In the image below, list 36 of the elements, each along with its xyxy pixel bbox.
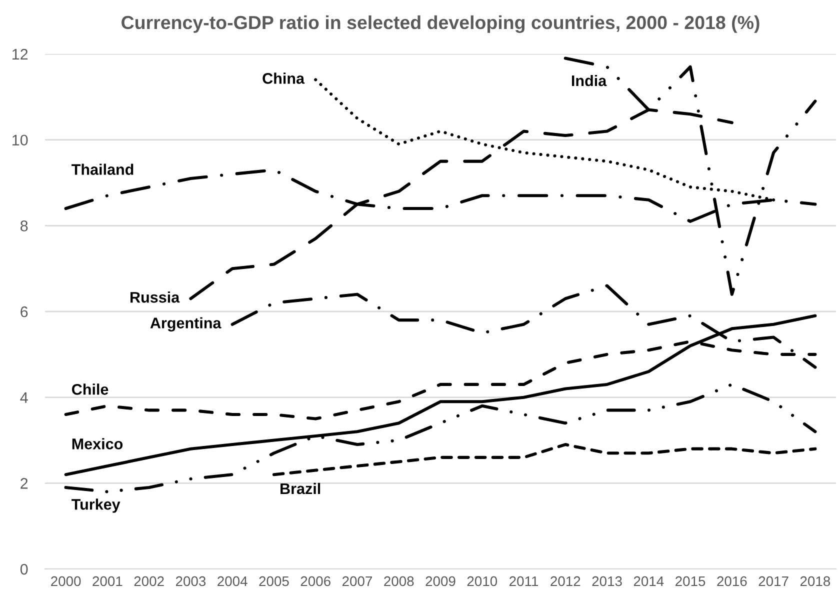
x-tick-label: 2003 xyxy=(176,576,206,586)
y-tick-label: 8 xyxy=(20,220,28,232)
x-tick-label: 2009 xyxy=(426,576,456,586)
x-tick-label: 2010 xyxy=(467,576,498,586)
chart-title: Currency-to-GDP ratio in selected developing countries, 2000 - 2018 (%) xyxy=(122,15,760,33)
x-tick-label: 2015 xyxy=(676,576,706,586)
series-label: Turkey xyxy=(72,498,120,513)
x-tick-label: 2012 xyxy=(550,576,580,586)
x-tick-label: 2002 xyxy=(134,576,164,586)
y-tick-label: 2 xyxy=(20,478,28,489)
x-tick-label: 2001 xyxy=(92,576,122,586)
x-tick-label: 2018 xyxy=(800,576,830,586)
x-tick-label: 2004 xyxy=(218,576,248,586)
series-label: Brazil xyxy=(280,482,320,494)
x-tick-label: 2017 xyxy=(758,576,788,586)
y-tick-label: 4 xyxy=(20,392,28,403)
x-tick-label: 2008 xyxy=(384,576,414,586)
x-tick-label: 2014 xyxy=(634,576,664,586)
y-tick-label: 0 xyxy=(20,564,28,575)
series-label: Chile xyxy=(72,384,108,395)
x-tick-label: 2005 xyxy=(259,576,289,586)
series-label: Thailand xyxy=(72,164,134,175)
series-label: China xyxy=(262,72,305,84)
x-tick-label: 2007 xyxy=(342,576,372,586)
series-label: India xyxy=(572,74,607,86)
series-label: Argentina xyxy=(150,317,222,332)
y-tick-label: 10 xyxy=(12,134,28,146)
series-label: Mexico xyxy=(72,438,123,450)
x-tick-label: 2011 xyxy=(510,576,538,586)
x-tick-label: 2000 xyxy=(51,576,81,586)
x-tick-label: 2013 xyxy=(592,576,622,586)
x-tick-label: 2016 xyxy=(717,576,747,586)
x-tick-label: 2006 xyxy=(300,576,330,586)
y-tick-label: 6 xyxy=(20,306,28,318)
series-label: Russia xyxy=(130,292,180,303)
y-tick-label: 12 xyxy=(12,48,28,60)
